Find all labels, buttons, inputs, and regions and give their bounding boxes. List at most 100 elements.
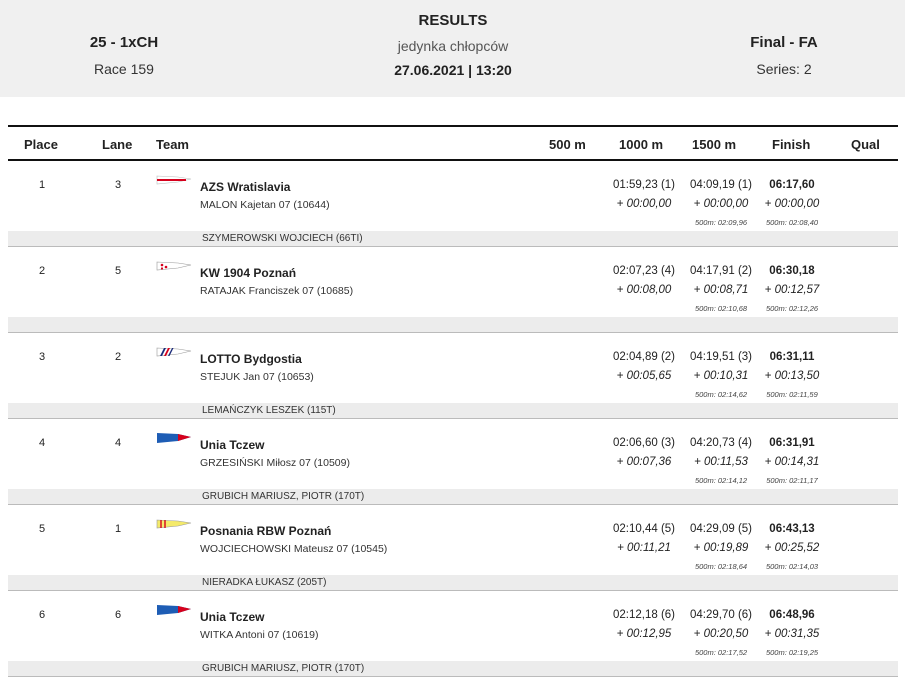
finish-diff: + 00:13,50 (764, 370, 820, 382)
results-info: RESULTS jedynka chłopców 27.06.2021 | 13… (353, 12, 553, 78)
diff-1000m: + 00:08,00 (616, 284, 672, 296)
table-body: 1 3 AZS Wratislavia MALON Kajetan 07 (10644… (8, 161, 898, 677)
col-team: Team (156, 137, 189, 152)
rower-name: STEJUK Jan 07 (10653) (200, 371, 314, 383)
time-1000m: 02:12,18 (6) (612, 609, 675, 621)
finish-time: 06:48,96 (769, 609, 815, 621)
event-code: 25 - 1xCH (89, 34, 159, 51)
coach-name: LEMAŃCZYK LESZEK (115T) (202, 405, 336, 416)
coach-name: GRUBICH MARIUSZ, PIOTR (170T) (202, 491, 365, 502)
coach-row: SZYMEROWSKI WOJCIECH (66TI) (8, 231, 898, 247)
team-name: Unia Tczew (200, 438, 265, 452)
col-lane: Lane (102, 137, 133, 152)
finish-time: 06:30,18 (769, 265, 815, 277)
diff-1500m: + 00:10,31 (693, 370, 749, 382)
diff-1000m: + 00:11,21 (617, 542, 671, 554)
lane-cell: 1 (114, 523, 122, 535)
split-1500m: 500m: 02:10,68 (694, 304, 748, 313)
table-row: 1 3 AZS Wratislavia MALON Kajetan 07 (10644… (8, 161, 898, 231)
split-1500m: 500m: 02:17,52 (694, 648, 748, 657)
diff-1500m: + 00:19,89 (693, 542, 749, 554)
time-1500m: 04:20,73 (4) (689, 437, 752, 449)
table-row: 5 1 Posnania RBW Poznań WOJCIECHOWSKI Mateu… (8, 505, 898, 575)
rower-name: WOJCIECHOWSKI Mateusz 07 (10545) (200, 543, 388, 555)
finish-diff: + 00:31,35 (764, 628, 820, 640)
event-subtitle: jedynka chłopców (397, 38, 509, 54)
finish-time: 06:31,11 (769, 351, 815, 363)
final-label: Final - FA (750, 34, 818, 51)
diff-1000m: + 00:07,36 (616, 456, 672, 468)
final-info: Final - FA Series: 2 (700, 34, 868, 77)
table-header: Place Lane Team 500 m 1000 m 1500 m Fini… (8, 125, 898, 161)
finish-time: 06:31,91 (769, 437, 815, 449)
place-cell: 4 (38, 437, 46, 449)
rower-name: WITKA Antoni 07 (10619) (200, 629, 319, 641)
results-table: Place Lane Team 500 m 1000 m 1500 m Fini… (8, 125, 898, 677)
col-qual: Qual (851, 137, 880, 152)
team-name: LOTTO Bydgostia (200, 352, 302, 366)
rower-name: GRZESIŃSKI Miłosz 07 (10509) (200, 457, 350, 469)
coach-name: SZYMEROWSKI WOJCIECH (66TI) (202, 233, 363, 244)
lane-cell: 5 (114, 265, 122, 277)
event-info: 25 - 1xCH Race 159 (40, 34, 208, 77)
series-label: Series: 2 (756, 61, 812, 77)
coach-name: NIERADKA ŁUKASZ (205T) (202, 577, 327, 588)
diff-1500m: + 00:20,50 (693, 628, 749, 640)
time-1000m: 02:04,89 (2) (612, 351, 675, 363)
finish-diff: + 00:12,57 (764, 284, 820, 296)
time-1000m: 02:06,60 (3) (612, 437, 675, 449)
azs-blade-icon (156, 174, 192, 186)
table-row: 4 4 Unia Tczew GRZESIŃSKI Miłosz 07 (10509)… (8, 419, 898, 489)
unia-blade-icon (156, 432, 192, 444)
col-place: Place (24, 137, 58, 152)
coach-name: GRUBICH MARIUSZ, PIOTR (170T) (202, 663, 365, 674)
time-1000m: 02:10,44 (5) (612, 523, 675, 535)
team-name: Unia Tczew (200, 610, 265, 624)
finish-split: 500m: 02:08,40 (765, 218, 819, 227)
lane-cell: 2 (114, 351, 122, 363)
diff-1500m: + 00:00,00 (693, 198, 749, 210)
unia-blade-icon (156, 604, 192, 616)
place-cell: 2 (38, 265, 46, 277)
diff-1000m: + 00:00,00 (616, 198, 672, 210)
finish-split: 500m: 02:19,25 (765, 648, 819, 657)
col-finish: Finish (772, 137, 811, 152)
col-1000m: 1000 m (619, 137, 664, 152)
time-1000m: 02:07,23 (4) (612, 265, 675, 277)
finish-split: 500m: 02:11,59 (766, 390, 818, 399)
finish-time: 06:43,13 (769, 523, 815, 535)
results-title: RESULTS (418, 12, 488, 29)
race-number: Race 159 (94, 61, 154, 77)
split-1500m: 500m: 02:09,96 (694, 218, 748, 227)
time-1500m: 04:29,70 (6) (689, 609, 752, 621)
diff-1000m: + 00:05,65 (616, 370, 672, 382)
place-cell: 3 (38, 351, 46, 363)
diff-1500m: + 00:08,71 (693, 284, 749, 296)
diff-1000m: + 00:12,95 (616, 628, 672, 640)
team-name: KW 1904 Poznań (200, 266, 297, 280)
split-1500m: 500m: 02:14,62 (694, 390, 748, 399)
rower-name: MALON Kajetan 07 (10644) (200, 199, 330, 211)
split-1500m: 500m: 02:18,64 (694, 562, 748, 571)
diff-1500m: + 00:11,53 (694, 456, 748, 468)
kw-blade-icon (156, 260, 192, 272)
finish-diff: + 00:00,00 (764, 198, 820, 210)
place-cell: 1 (38, 179, 46, 191)
coach-row: GRUBICH MARIUSZ, PIOTR (170T) (8, 489, 898, 505)
time-1500m: 04:09,19 (1) (689, 179, 752, 191)
team-name: AZS Wratislavia (200, 180, 291, 194)
finish-split: 500m: 02:14,03 (765, 562, 819, 571)
race-datetime: 27.06.2021 | 13:20 (394, 62, 512, 78)
coach-row: NIERADKA ŁUKASZ (205T) (8, 575, 898, 591)
team-name: Posnania RBW Poznań (200, 524, 332, 538)
time-1000m: 01:59,23 (1) (612, 179, 675, 191)
col-1500m: 1500 m (692, 137, 737, 152)
finish-diff: + 00:14,31 (764, 456, 820, 468)
table-row: 6 6 Unia Tczew WITKA Antoni 07 (10619) 02:12… (8, 591, 898, 661)
lane-cell: 3 (114, 179, 122, 191)
coach-row (8, 317, 898, 333)
coach-row: LEMAŃCZYK LESZEK (115T) (8, 403, 898, 419)
place-cell: 6 (38, 609, 46, 621)
col-500m: 500 m (549, 137, 586, 152)
split-1500m: 500m: 02:14,12 (694, 476, 748, 485)
